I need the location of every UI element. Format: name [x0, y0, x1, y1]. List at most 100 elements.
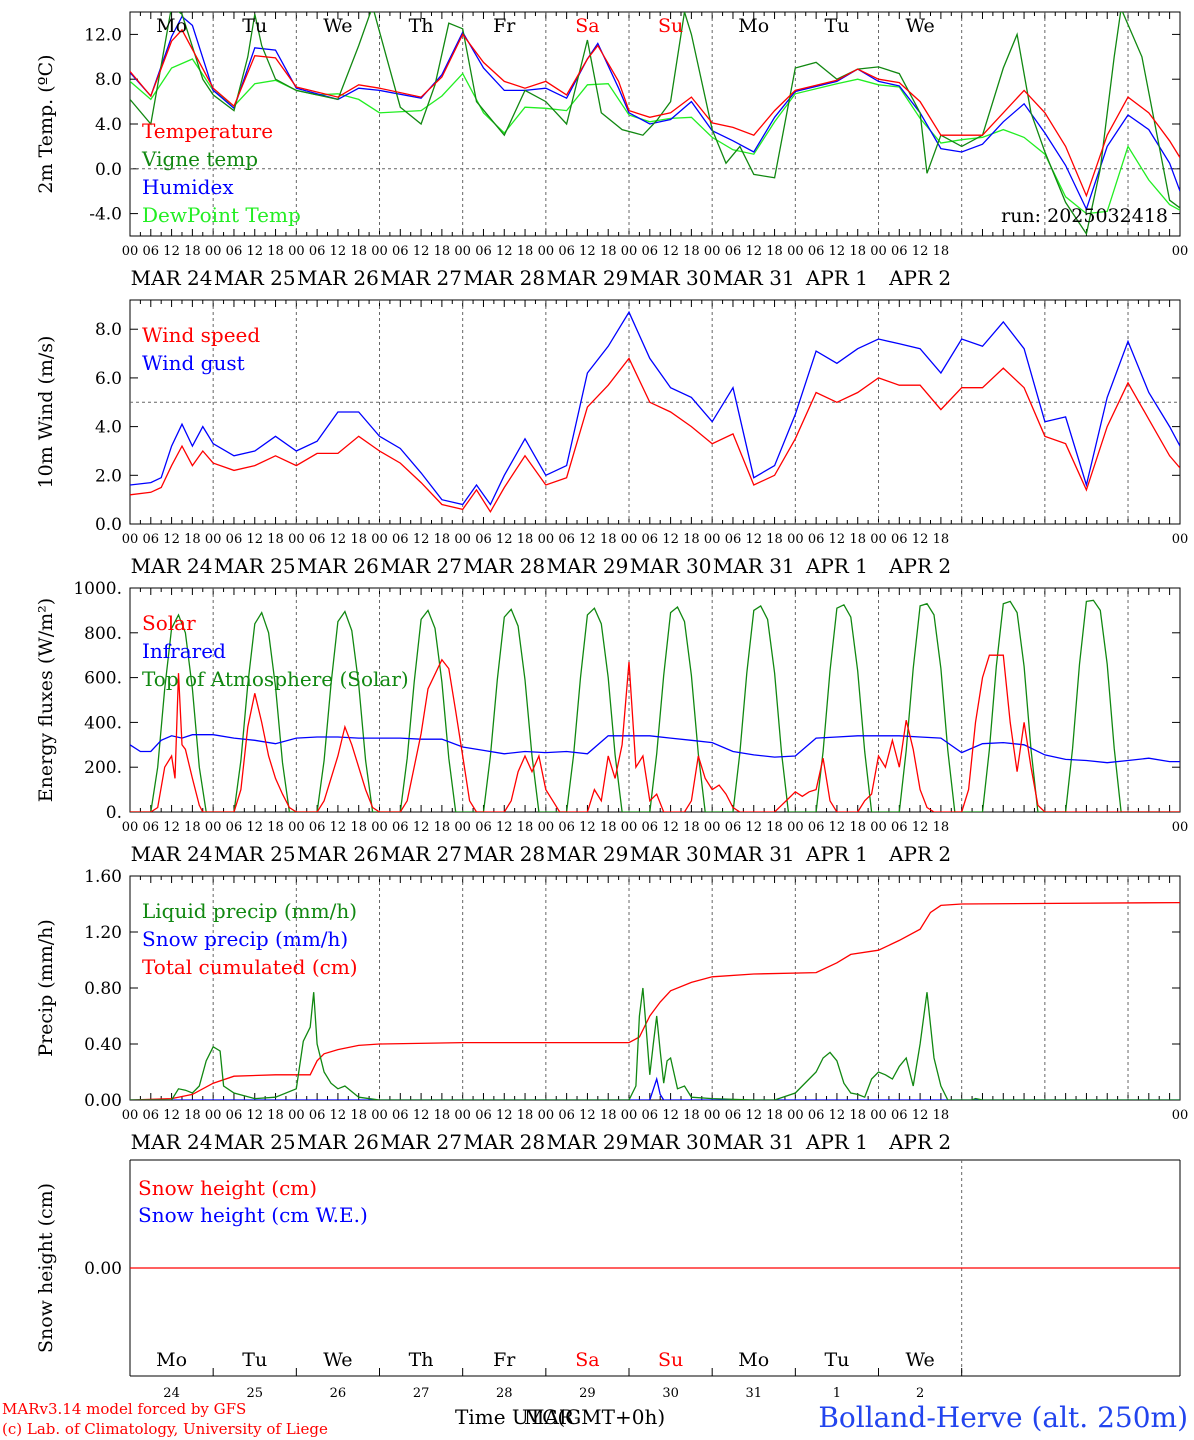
x-tick-label: 18 [600, 244, 617, 259]
series-line-humidex [130, 15, 1180, 211]
x-tick-label: 12 [912, 244, 929, 259]
x-tick-label: 00 [205, 820, 222, 835]
day-number-label: 27 [413, 1386, 430, 1401]
date-label: MAR 31 [713, 266, 795, 290]
x-tick-label: 06 [725, 244, 742, 259]
legend-entry: Snow precip (mm/h) [142, 927, 348, 951]
x-tick-label: 00 [1172, 1108, 1189, 1123]
x-tick-label: 18 [434, 532, 451, 547]
date-label: APR 1 [805, 842, 868, 866]
x-tick-label: 12 [330, 244, 347, 259]
legend-entry: Wind gust [142, 351, 245, 375]
day-number-label: 30 [662, 1386, 679, 1401]
day-number-label: 25 [246, 1386, 263, 1401]
x-tick-label: 06 [226, 244, 243, 259]
x-tick-label: 18 [600, 820, 617, 835]
weekday-label: Tu [824, 1349, 849, 1371]
x-tick-label: 12 [745, 1108, 762, 1123]
series-line-solar [130, 654, 1180, 812]
x-tick-label: 12 [496, 1108, 513, 1123]
x-tick-label: 06 [558, 244, 575, 259]
x-tick-label: 06 [143, 1108, 160, 1123]
x-tick-label: 12 [330, 1108, 347, 1123]
x-tick-label: 12 [330, 820, 347, 835]
x-tick-label: 06 [475, 1108, 492, 1123]
x-tick-label: 18 [683, 244, 700, 259]
x-tick-label: 00 [870, 1108, 887, 1123]
x-tick-label: 06 [143, 532, 160, 547]
legend-entry: Temperature [142, 119, 273, 143]
x-tick-label: 12 [829, 1108, 846, 1123]
x-tick-label: 06 [309, 820, 326, 835]
legend-entry: Solar [142, 611, 196, 635]
x-tick-label: 00 [288, 244, 305, 259]
x-tick-label: 00 [122, 532, 139, 547]
x-tick-label: 00 [288, 1108, 305, 1123]
x-tick-label: 12 [246, 532, 263, 547]
x-tick-label: 00 [704, 1108, 721, 1123]
x-tick-label: 18 [184, 244, 201, 259]
series-line-temperature [130, 28, 1180, 198]
y-tick-label: 1000. [73, 579, 122, 599]
date-label: APR 2 [888, 266, 951, 290]
date-label: MAR 28 [463, 266, 545, 290]
x-tick-label: 12 [163, 1108, 180, 1123]
x-tick-label: 18 [933, 532, 950, 547]
x-tick-label: 00 [538, 532, 555, 547]
x-tick-label: 12 [496, 532, 513, 547]
y-tick-label: 0.80 [84, 979, 122, 999]
y-tick-label: 0.40 [84, 1035, 122, 1055]
weekday-label: Sa [575, 15, 599, 37]
x-tick-label: 12 [579, 1108, 596, 1123]
date-label: MAR 27 [380, 266, 462, 290]
x-tick-label: 18 [184, 532, 201, 547]
x-tick-label: 06 [309, 1108, 326, 1123]
date-label: APR 2 [888, 1130, 951, 1154]
series-line-dewpoint-temp [130, 58, 1180, 215]
x-tick-label: 18 [517, 820, 534, 835]
x-tick-label: 18 [683, 532, 700, 547]
x-tick-label: 06 [392, 1108, 409, 1123]
x-tick-label: 06 [808, 1108, 825, 1123]
weekday-label: Fr [493, 15, 516, 37]
y-tick-label: 12.0 [84, 25, 122, 45]
x-tick-label: 12 [413, 820, 430, 835]
weekday-label: Fr [493, 1349, 516, 1371]
x-tick-label: 00 [371, 532, 388, 547]
legend-entry: Infrared [142, 639, 226, 663]
x-tick-label: 12 [246, 820, 263, 835]
x-tick-label: 06 [558, 1108, 575, 1123]
x-tick-label: 18 [350, 1108, 367, 1123]
x-tick-label: 00 [787, 532, 804, 547]
x-tick-label: 00 [454, 244, 471, 259]
x-tick-label: 18 [933, 1108, 950, 1123]
x-tick-label: 06 [226, 1108, 243, 1123]
x-tick-label: 18 [517, 532, 534, 547]
day-number-label: 24 [163, 1386, 180, 1401]
x-tick-label: 06 [891, 1108, 908, 1123]
x-tick-label: 00 [122, 1108, 139, 1123]
weekday-label: We [323, 15, 352, 37]
x-tick-label: 00 [704, 244, 721, 259]
weekday-label: Sa [575, 1349, 599, 1371]
series-line-vigne-temp [130, 12, 1180, 236]
x-tick-label: 06 [891, 532, 908, 547]
month-overlay-label: MAR [524, 1405, 575, 1429]
x-tick-label: 00 [704, 532, 721, 547]
x-tick-label: 06 [392, 820, 409, 835]
x-tick-label: 12 [745, 820, 762, 835]
y-tick-label: -4.0 [89, 205, 122, 225]
x-tick-label: 00 [787, 820, 804, 835]
x-tick-label: 00 [621, 820, 638, 835]
x-tick-label: 18 [434, 820, 451, 835]
x-tick-label: 18 [766, 820, 783, 835]
x-tick-label: 18 [683, 820, 700, 835]
x-tick-label: 06 [392, 244, 409, 259]
footer-lab-text: (c) Lab. of Climatology, University of L… [2, 1420, 328, 1438]
weekday-label: Th [409, 15, 434, 37]
date-label: MAR 29 [547, 1130, 629, 1154]
day-number-label: 2 [916, 1386, 924, 1401]
y-axis-label: Snow height (cm) [35, 1183, 57, 1353]
x-tick-label: 06 [808, 532, 825, 547]
